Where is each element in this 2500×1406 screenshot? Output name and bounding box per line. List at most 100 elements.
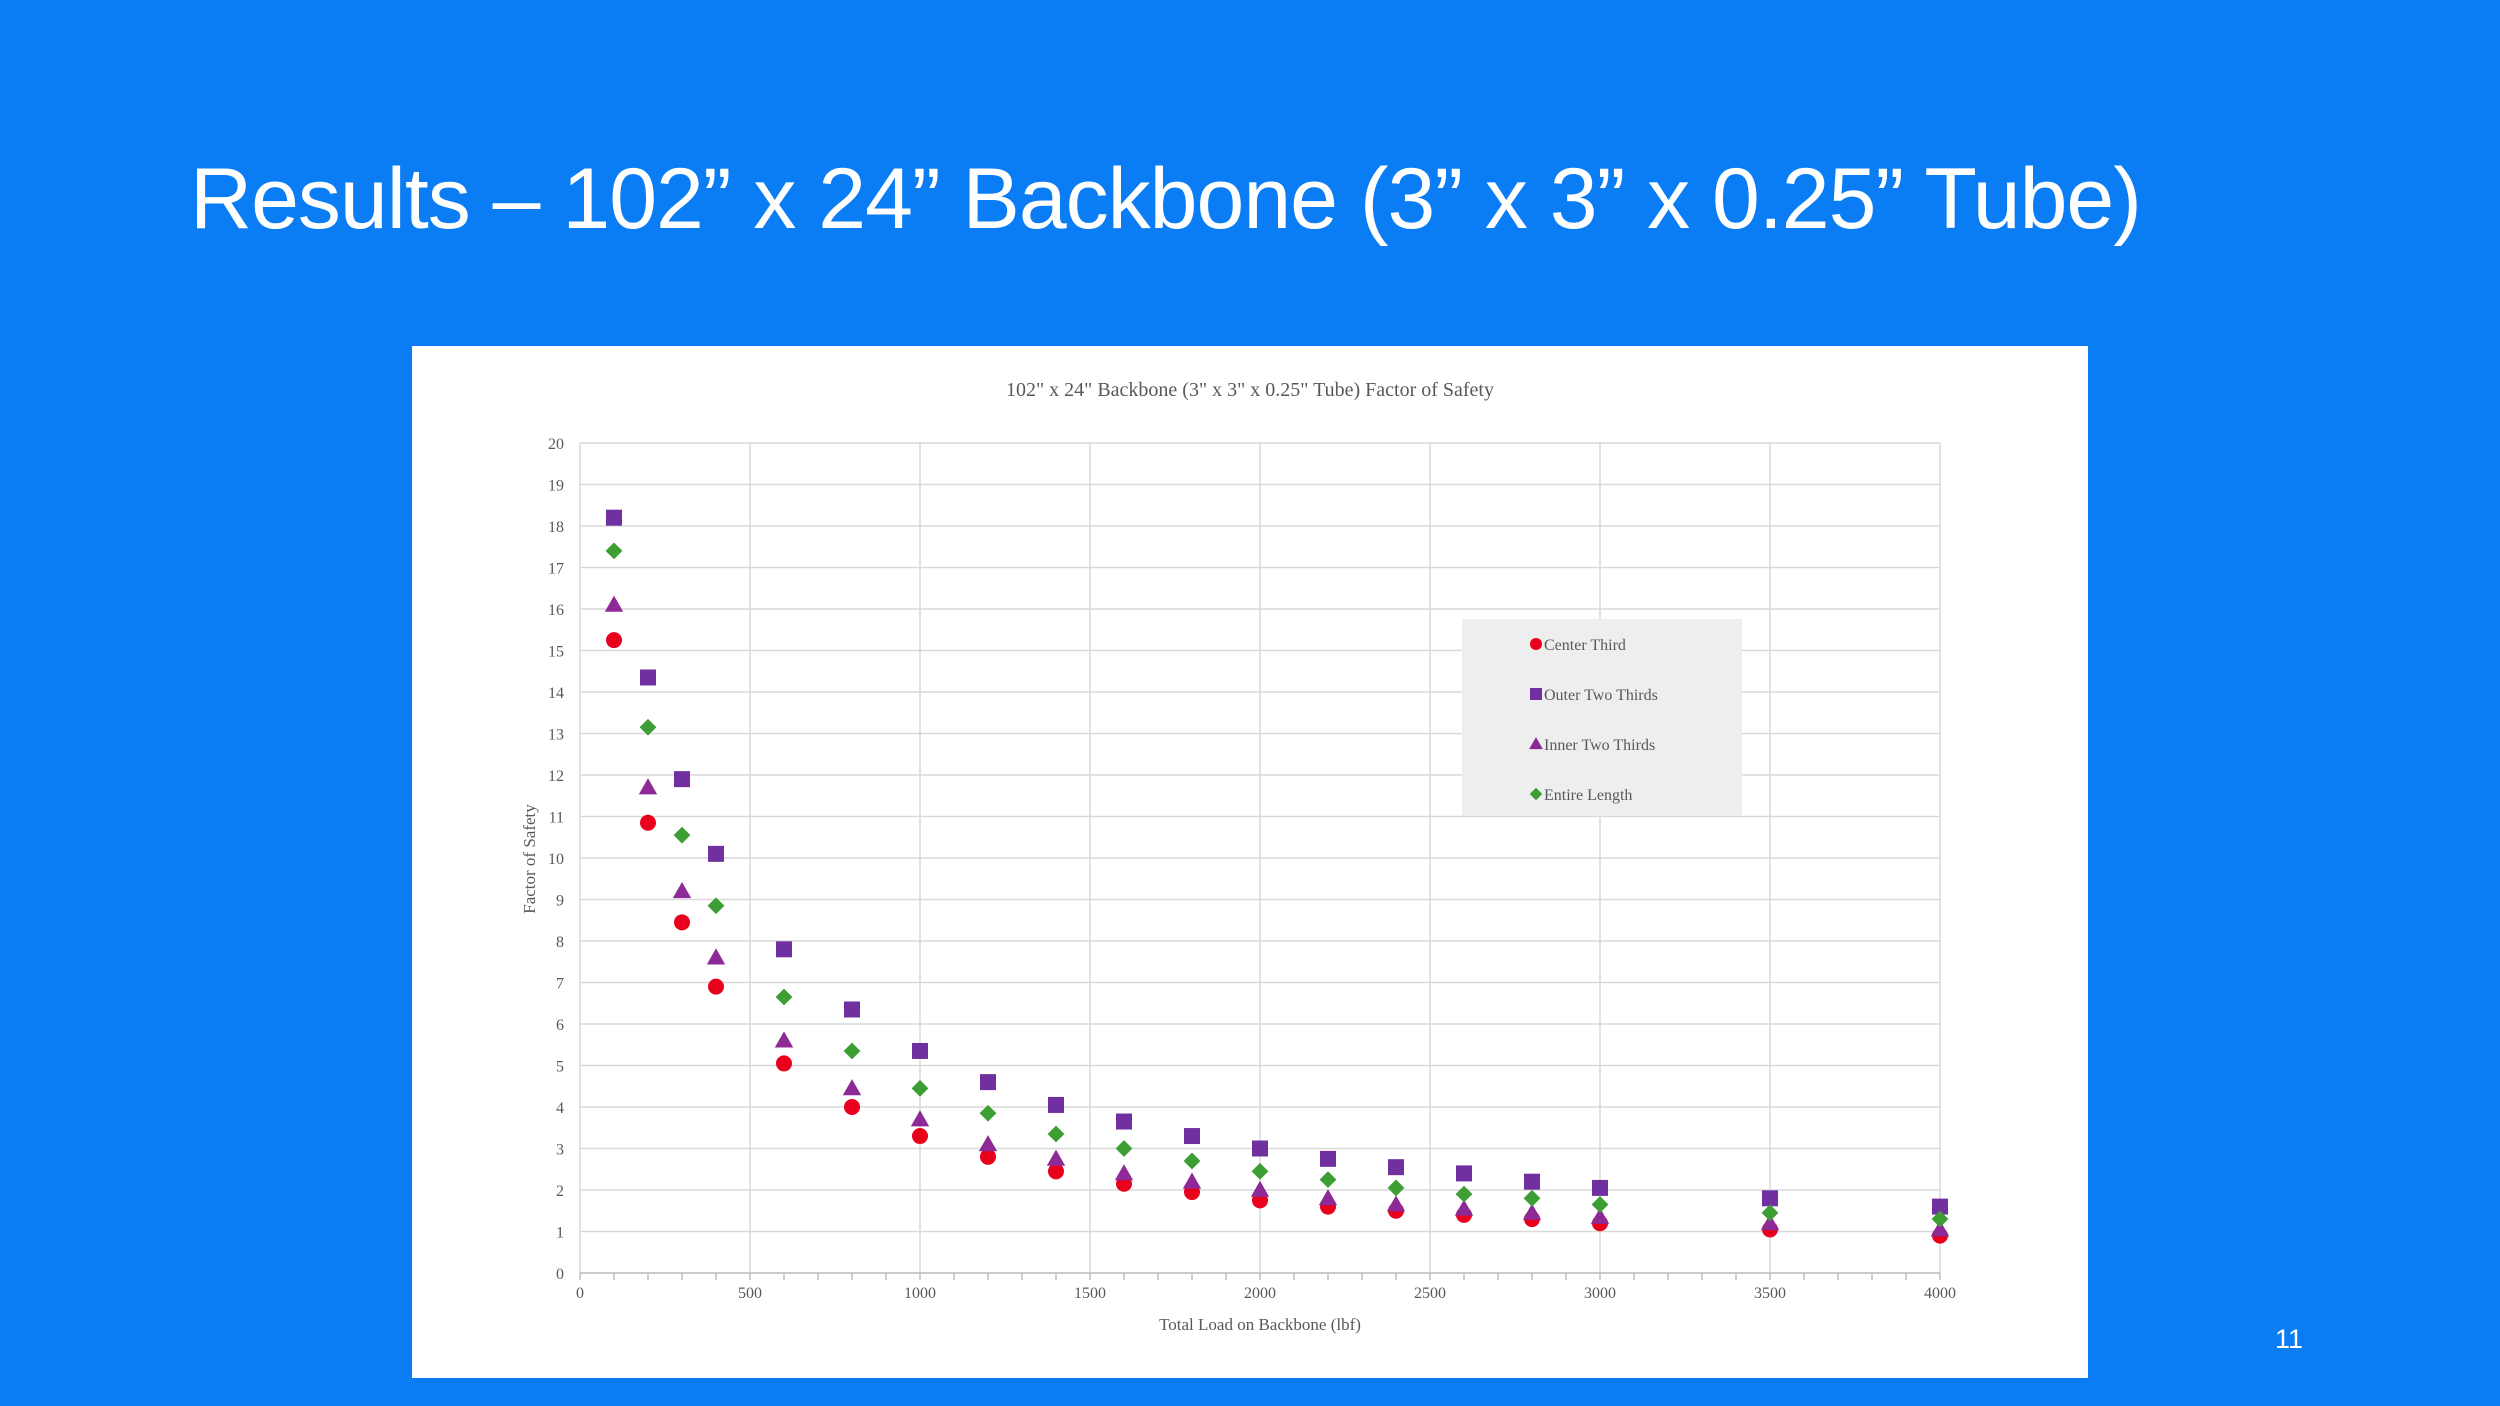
data-point — [1319, 1171, 1337, 1189]
data-point — [1048, 1096, 1064, 1113]
legend-label: Entire Length — [1544, 787, 1632, 804]
y-tick-label: 4 — [556, 1100, 564, 1117]
series-center-third — [606, 632, 1948, 1244]
x-tick-label: 1500 — [1074, 1285, 1106, 1302]
data-point — [706, 948, 726, 965]
legend-item: Center Third — [1530, 637, 1626, 654]
y-tick-label: 0 — [556, 1266, 564, 1283]
legend-marker — [1530, 638, 1542, 650]
data-point — [844, 1001, 860, 1018]
chart-legend: Center Third Outer Two Thirds Inner Two Th… — [1462, 619, 1742, 816]
data-point — [1047, 1125, 1065, 1143]
data-point — [911, 1079, 929, 1097]
legend-marker — [1530, 688, 1542, 700]
legend-background — [1462, 619, 1742, 816]
x-tick-label: 3500 — [1754, 1285, 1786, 1302]
y-tick-label: 3 — [556, 1142, 564, 1159]
y-tick-label: 1 — [556, 1225, 564, 1242]
data-point — [1523, 1189, 1541, 1207]
legend-label: Inner Two Thirds — [1544, 737, 1655, 754]
data-point — [774, 1031, 794, 1048]
y-tick-label: 20 — [548, 436, 564, 453]
data-point — [1931, 1210, 1949, 1228]
data-point — [1454, 1199, 1474, 1216]
data-point — [910, 1110, 930, 1127]
data-point — [1386, 1195, 1406, 1212]
data-point — [638, 778, 658, 795]
data-point — [606, 509, 622, 526]
data-markers — [604, 509, 1950, 1244]
x-axis-label: Total Load on Backbone (lbf) — [1159, 1315, 1361, 1334]
legend-item: Inner Two Thirds — [1529, 737, 1655, 754]
x-tick-label: 2500 — [1414, 1285, 1446, 1302]
data-point — [1524, 1173, 1540, 1190]
data-point — [606, 632, 622, 649]
data-point — [1048, 1163, 1064, 1180]
y-tick-label: 19 — [548, 478, 564, 495]
slide-number: 11 — [2275, 1324, 2304, 1354]
data-point — [1251, 1162, 1269, 1180]
data-point — [1183, 1152, 1201, 1170]
data-point — [672, 882, 692, 899]
data-point — [639, 718, 657, 736]
data-point — [1591, 1196, 1609, 1213]
data-point — [843, 1042, 861, 1060]
data-point — [776, 941, 792, 958]
y-tick-label: 7 — [556, 976, 564, 993]
data-point — [1592, 1179, 1608, 1196]
x-tick-label: 500 — [738, 1285, 762, 1302]
data-point — [1387, 1179, 1405, 1197]
data-point — [673, 826, 691, 844]
legend-label: Center Third — [1544, 637, 1626, 654]
y-tick-label: 13 — [548, 727, 564, 744]
data-point — [1046, 1149, 1066, 1166]
data-point — [1522, 1203, 1542, 1220]
x-tick-label: 1000 — [904, 1285, 936, 1302]
y-tick-label: 18 — [548, 519, 564, 536]
y-tick-label: 11 — [549, 810, 564, 827]
data-point — [1318, 1189, 1338, 1206]
data-point — [776, 1055, 792, 1072]
y-tick-label: 6 — [556, 1017, 564, 1034]
data-point — [912, 1042, 928, 1059]
data-point — [1184, 1128, 1200, 1145]
y-tick-label: 8 — [556, 934, 564, 951]
data-point — [1182, 1172, 1202, 1189]
data-point — [1761, 1204, 1779, 1222]
data-point — [674, 771, 690, 788]
y-tick-label: 17 — [548, 561, 564, 578]
y-tick-label: 14 — [548, 685, 564, 702]
chart-panel: 0 1 2 3 4 5 6 7 8 9 10 11 12 13 14 15 16 17 18 19 20 0 500 1000… — [412, 346, 2088, 1378]
data-point — [708, 978, 724, 995]
data-point — [1932, 1198, 1948, 1215]
data-point — [640, 669, 656, 686]
data-point — [1388, 1159, 1404, 1176]
data-point — [1115, 1140, 1133, 1157]
legend-item: Outer Two Thirds — [1530, 687, 1658, 704]
chart-title: 102" x 24" Backbone (3" x 3" x 0.25" Tub… — [1006, 379, 1494, 401]
x-tick-label: 0 — [576, 1285, 584, 1302]
data-point — [912, 1128, 928, 1145]
data-point — [1114, 1164, 1134, 1181]
series-outer-two-thirds — [606, 509, 1948, 1215]
data-point — [605, 542, 623, 560]
y-tick-label: 5 — [556, 1059, 564, 1076]
data-point — [674, 914, 690, 931]
x-tick-label: 2000 — [1244, 1285, 1276, 1302]
y-tick-label: 12 — [548, 768, 564, 785]
data-point — [980, 1148, 996, 1165]
data-point — [1590, 1207, 1610, 1224]
legend-item: Entire Length — [1529, 787, 1632, 804]
y-tick-label: 9 — [556, 893, 564, 910]
data-point — [604, 595, 624, 612]
y-tick-label: 15 — [548, 644, 564, 661]
series-entire-length — [605, 542, 1949, 1228]
data-point — [1456, 1165, 1472, 1182]
data-point — [640, 814, 656, 831]
data-point — [842, 1079, 862, 1096]
data-point — [1116, 1113, 1132, 1130]
data-point — [1930, 1220, 1950, 1237]
data-point — [844, 1099, 860, 1115]
data-point — [707, 897, 725, 915]
